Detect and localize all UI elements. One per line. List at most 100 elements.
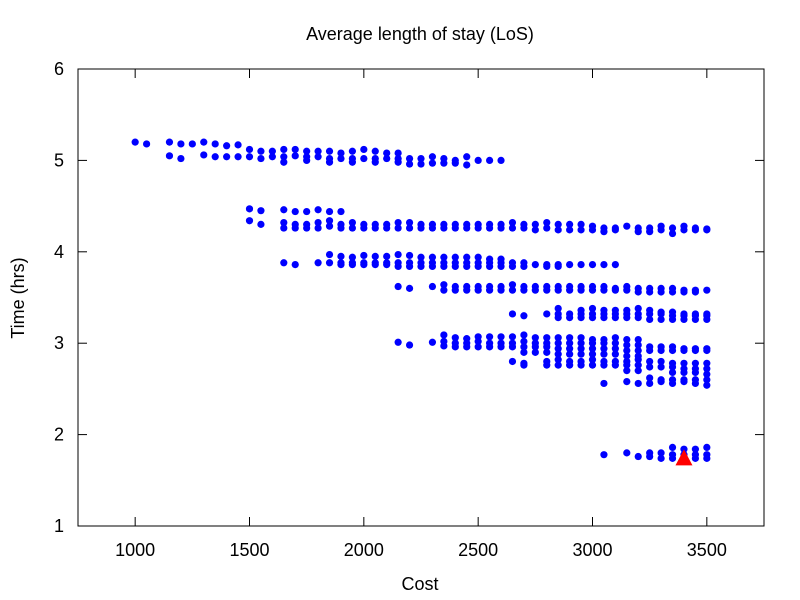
data-point: [554, 339, 562, 347]
data-point: [348, 260, 356, 269]
data-point: [623, 341, 631, 349]
data-point: [668, 376, 677, 384]
data-point: [360, 251, 368, 260]
data-point: [417, 253, 425, 261]
data-point: [280, 145, 288, 154]
data-point: [680, 368, 688, 377]
data-point: [600, 345, 608, 353]
data-point: [680, 315, 688, 324]
plot-frame: [77, 68, 765, 527]
data-point: [245, 145, 254, 154]
data-point: [428, 282, 437, 291]
data-point: [646, 374, 654, 382]
data-point: [268, 147, 276, 155]
data-point: [554, 304, 562, 313]
data-point: [325, 147, 334, 155]
data-point: [554, 350, 562, 358]
data-point: [646, 346, 654, 355]
data-point: [657, 449, 665, 457]
data-point: [165, 152, 174, 160]
data-point: [474, 156, 482, 164]
data-point: [611, 226, 619, 234]
data-point: [325, 207, 334, 216]
data-point: [405, 341, 414, 349]
data-point: [611, 361, 619, 369]
data-point: [325, 259, 334, 267]
data-point: [394, 262, 402, 271]
x-tick-label: 3000: [572, 540, 612, 560]
data-point: [577, 314, 585, 322]
data-point: [371, 260, 379, 269]
data-point: [691, 376, 700, 384]
data-point: [566, 334, 574, 342]
data-point: [303, 156, 311, 164]
data-point: [611, 260, 619, 269]
data-point: [314, 206, 322, 214]
data-point: [577, 334, 585, 342]
data-point: [520, 361, 528, 369]
data-point: [417, 224, 425, 232]
data-point: [325, 222, 334, 230]
data-point: [703, 365, 711, 373]
y-axis-title: Time (hrs): [8, 257, 28, 338]
data-point: [703, 370, 711, 378]
data-point: [600, 379, 608, 388]
data-point: [428, 253, 437, 261]
data-point: [303, 224, 311, 232]
x-tick-label: 3500: [687, 540, 727, 560]
data-point-triangle: [675, 449, 693, 466]
data-point: [303, 147, 311, 155]
data-point: [600, 451, 608, 459]
data-point: [703, 376, 711, 384]
data-point: [520, 312, 528, 320]
data-point: [486, 224, 494, 232]
data-point: [520, 262, 528, 271]
data-point: [405, 262, 414, 271]
data-point: [337, 224, 345, 232]
data-point: [554, 262, 562, 271]
data-point: [668, 443, 677, 451]
data-point: [223, 142, 231, 150]
data-point: [623, 352, 631, 360]
data-point: [554, 220, 562, 228]
data-point: [474, 262, 482, 271]
data-point: [588, 314, 597, 322]
data-point: [588, 361, 597, 369]
data-point: [577, 220, 585, 228]
data-point: [588, 226, 597, 234]
data-point: [508, 343, 517, 351]
data-point: [543, 361, 551, 369]
data-point: [200, 138, 208, 146]
data-point: [634, 379, 642, 388]
data-point: [691, 368, 700, 377]
data-point: [657, 357, 665, 366]
data-point: [440, 159, 448, 167]
data-point: [463, 224, 471, 232]
data-point: [611, 286, 619, 294]
data-point: [554, 361, 562, 369]
y-tick-label: 3: [54, 333, 64, 353]
x-axis-title: Cost: [401, 574, 438, 594]
data-point: [577, 226, 585, 234]
data-point: [348, 147, 356, 155]
data-point: [486, 286, 494, 294]
data-point: [657, 346, 665, 355]
data-point: [245, 217, 254, 225]
data-point: [440, 262, 448, 271]
data-point: [371, 147, 379, 155]
data-point: [691, 346, 700, 355]
data-point: [394, 282, 402, 291]
data-point: [383, 224, 391, 232]
data-point: [486, 343, 494, 351]
data-point: [543, 218, 551, 227]
data-point: [634, 228, 642, 236]
data-point: [691, 359, 700, 367]
data-point: [211, 153, 219, 161]
data-point: [520, 337, 528, 345]
data-point: [691, 288, 700, 296]
data-point: [337, 149, 345, 157]
data-point: [577, 339, 585, 347]
data-point: [245, 153, 254, 161]
data-point: [634, 367, 642, 375]
data-point: [177, 154, 185, 163]
